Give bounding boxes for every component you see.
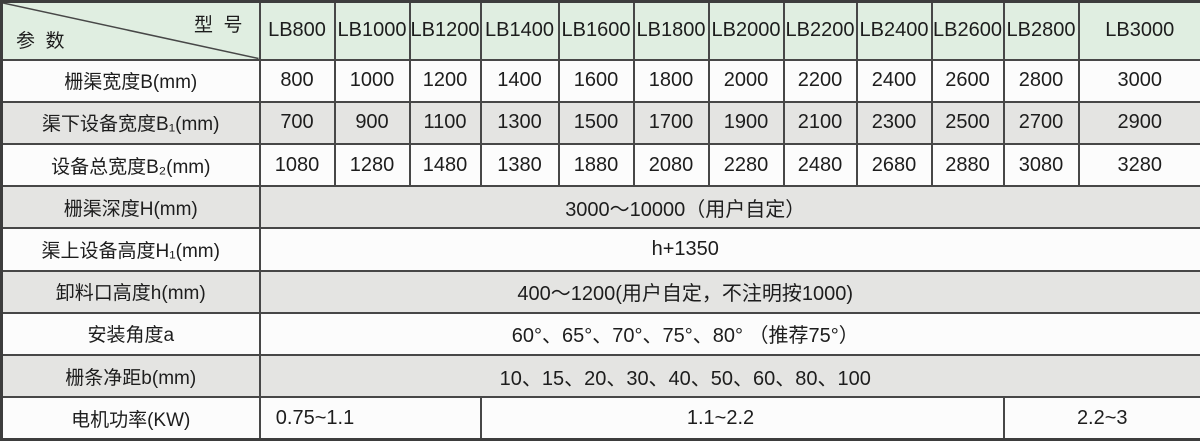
value-cell: 2500 — [930, 100, 1005, 145]
row-install-angle: 安装角度a 60°、65°、70°、75°、80° （推荐75°） — [0, 311, 1200, 357]
value-cell: 1880 — [557, 142, 635, 188]
value-cell: 2800 — [1002, 58, 1080, 103]
value-cell: 2400 — [855, 58, 933, 103]
value-cell: 1700 — [632, 100, 710, 145]
model-header-lb1200: LB1200 — [408, 0, 482, 61]
value-cell: 1400 — [479, 58, 560, 103]
model-header-lb2200: LB2200 — [782, 0, 858, 61]
value-cell: 1900 — [707, 100, 785, 145]
value-cell: 1300 — [479, 100, 560, 145]
model-header-lb1000: LB1000 — [333, 0, 411, 61]
motor-power-segment: 2.2~3 — [1002, 396, 1200, 441]
value-cell: 2480 — [782, 142, 858, 188]
value-cell: 1080 — [258, 142, 336, 188]
row-above-channel-height: 渠上设备高度H₁(mm) h+1350 — [0, 227, 1200, 272]
row-channel-width: 栅渠宽度B(mm) 800 1000 1200 1400 1600 1800 2… — [0, 58, 1200, 103]
value-cell: 2080 — [632, 142, 710, 188]
value-cell: 1800 — [632, 58, 710, 103]
row-motor-power: 电机功率(KW) 0.75~1.1 1.1~2.2 2.2~3 — [0, 396, 1200, 441]
value-cell: 1100 — [408, 100, 482, 145]
merged-value-cell: 3000～10000（用户自定） — [258, 185, 1200, 230]
value-cell: 2300 — [855, 100, 933, 145]
value-cell: 2680 — [855, 142, 933, 188]
param-label: 栅渠深度H(mm) — [0, 185, 261, 230]
value-cell: 2880 — [930, 142, 1005, 188]
value-cell: 1200 — [408, 58, 482, 103]
merged-value-cell: 400～1200(用户自定，不注明按1000) — [258, 269, 1200, 314]
value-cell: 2600 — [930, 58, 1005, 103]
value-cell: 800 — [258, 58, 336, 103]
param-label: 安装角度a — [0, 311, 261, 357]
value-cell: 2100 — [782, 100, 858, 145]
model-header-lb1400: LB1400 — [479, 0, 560, 61]
value-cell: 3280 — [1077, 142, 1200, 188]
model-header-lb2400: LB2400 — [855, 0, 933, 61]
model-header-lb1600: LB1600 — [557, 0, 635, 61]
corner-model-label: 型 号 — [193, 15, 243, 36]
value-cell: 1480 — [408, 142, 482, 188]
param-label: 设备总宽度B₂(mm) — [0, 142, 261, 188]
value-cell: 1000 — [333, 58, 411, 103]
param-label: 卸料口高度h(mm) — [0, 269, 261, 314]
param-label: 渠下设备宽度B₁(mm) — [0, 100, 261, 145]
value-cell: 1500 — [557, 100, 635, 145]
param-label: 电机功率(KW) — [0, 396, 261, 441]
value-cell: 2000 — [707, 58, 785, 103]
value-cell: 2700 — [1002, 100, 1080, 145]
param-label: 栅渠宽度B(mm) — [0, 58, 261, 103]
value-cell: 2280 — [707, 142, 785, 188]
value-cell: 700 — [258, 100, 336, 145]
value-cell: 3000 — [1077, 58, 1200, 103]
model-header-lb800: LB800 — [258, 0, 336, 61]
value-cell: 1380 — [479, 142, 560, 188]
model-header-lb2800: LB2800 — [1002, 0, 1080, 61]
diagonal-line — [3, 3, 259, 59]
row-channel-depth: 栅渠深度H(mm) 3000～10000（用户自定） — [0, 185, 1200, 230]
merged-value-cell: 10、15、20、30、40、50、60、80、100 — [258, 354, 1200, 399]
row-total-width: 设备总宽度B₂(mm) 1080 1280 1480 1380 1880 208… — [0, 142, 1200, 188]
model-header-lb2000: LB2000 — [707, 0, 785, 61]
value-cell: 1600 — [557, 58, 635, 103]
param-label: 栅条净距b(mm) — [0, 354, 261, 399]
row-bar-spacing: 栅条净距b(mm) 10、15、20、30、40、50、60、80、100 — [0, 354, 1200, 399]
row-discharge-height: 卸料口高度h(mm) 400～1200(用户自定，不注明按1000) — [0, 269, 1200, 314]
value-cell: 900 — [333, 100, 411, 145]
value-cell: 2900 — [1077, 100, 1200, 145]
merged-value-cell: h+1350 — [258, 227, 1200, 272]
value-cell: 3080 — [1002, 142, 1080, 188]
value-cell: 1280 — [333, 142, 411, 188]
header-row: 型 号 参 数 LB800 LB1000 LB1200 LB1400 LB160… — [0, 0, 1200, 61]
model-header-lb2600: LB2600 — [930, 0, 1005, 61]
motor-power-segment: 1.1~2.2 — [479, 396, 1005, 441]
model-header-lb3000: LB3000 — [1077, 0, 1200, 61]
value-cell: 2200 — [782, 58, 858, 103]
model-header-lb1800: LB1800 — [632, 0, 710, 61]
row-under-channel-width: 渠下设备宽度B₁(mm) 700 900 1100 1300 1500 1700… — [0, 100, 1200, 145]
merged-value-cell: 60°、65°、70°、75°、80° （推荐75°） — [258, 311, 1200, 357]
param-label: 渠上设备高度H₁(mm) — [0, 227, 261, 272]
corner-cell: 型 号 参 数 — [0, 0, 261, 61]
motor-power-segment: 0.75~1.1 — [258, 396, 482, 441]
corner-param-label: 参 数 — [16, 30, 65, 52]
